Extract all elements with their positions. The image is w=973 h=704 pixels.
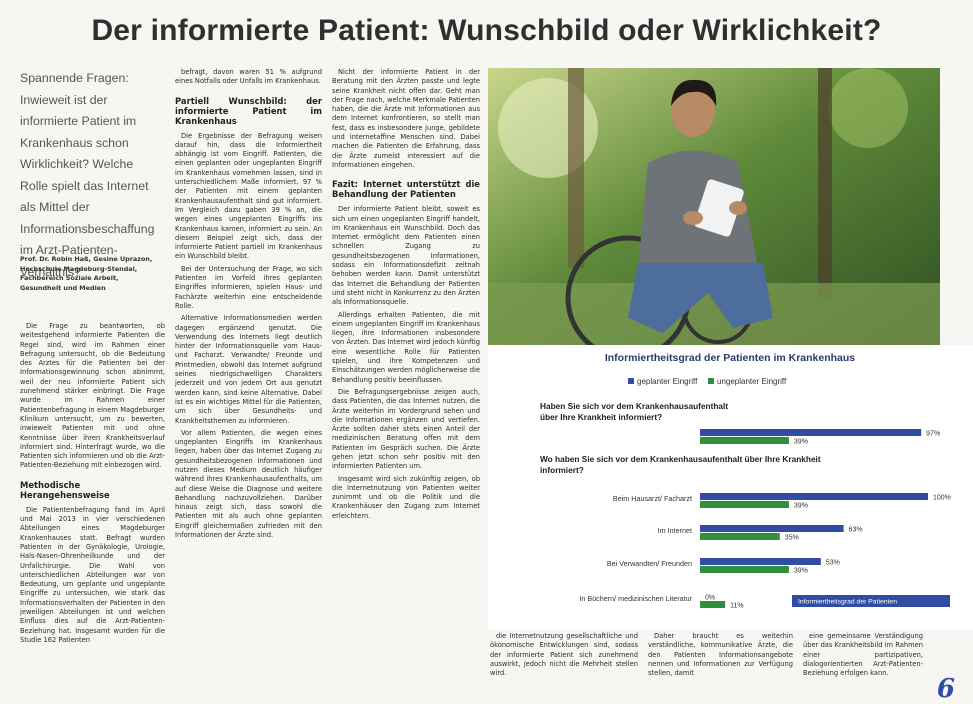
paragraph: Die Befragungsergebnisse zeigen auch, da…: [332, 387, 480, 471]
intro: Spannende Fragen: Inwieweit ist der info…: [20, 71, 155, 279]
paragraph: Insgesamt wird sich zukünftig zeigen, ob…: [332, 474, 480, 520]
paragraph: Nicht der informierte Patient in der Ber…: [332, 68, 480, 169]
category-label: Im Internet: [658, 526, 692, 535]
text-column: eine gemeinsame Verständigung über das K…: [803, 632, 923, 702]
paragraph: Allerdings erhalten Patienten, die mit e…: [332, 310, 480, 384]
author: Prof. Dr. Robin Haß, Gesine Uprazon, Hoc…: [20, 255, 153, 292]
section-heading: Partiell Wunschbild: der informierte Pat…: [175, 95, 322, 126]
value-label: 97%: [926, 431, 940, 438]
paragraph: befragt, davon waren 51 % aufgrund eines…: [175, 68, 322, 86]
bar: [700, 437, 789, 444]
page-number: 6: [936, 674, 955, 704]
bar: [700, 525, 844, 532]
text-column: die Internetnutzung gesellschaftliche un…: [490, 632, 638, 702]
section-heading: Fazit: Internet unterstützt die Behandlu…: [332, 179, 480, 200]
category-label: Beim Hausarzt/ Facharzt: [613, 494, 692, 503]
paragraph: eine gemeinsame Verständigung über das K…: [803, 632, 923, 678]
value-label: 63%: [849, 527, 863, 534]
text-column: Die Frage zu beantworten, ob weitestgehe…: [20, 322, 165, 702]
bar: [700, 493, 928, 500]
photo: [488, 68, 940, 345]
paragraph: Alternative Informationsmedien werden da…: [175, 314, 322, 425]
legend-label: ungeplanter Eingriff: [717, 377, 787, 386]
bar: [700, 501, 789, 508]
bar: [700, 601, 726, 608]
legend-swatch: [708, 378, 714, 384]
annotation: Informiertheitsgrad der Patienten: [798, 599, 897, 606]
value-label: 11%: [730, 603, 744, 610]
chart: Informiertheitsgrad der Patienten im Kra…: [488, 345, 973, 630]
paragraph: Die Ergebnisse der Befragung weisen dara…: [175, 131, 322, 261]
bar: [700, 566, 789, 573]
chart-title: Informiertheitsgrad der Patienten im Kra…: [605, 352, 855, 364]
paragraph: die Internetnutzung gesellschaftliche un…: [490, 632, 638, 678]
chart-question: Haben Sie sich vor dem Krankenhausaufent…: [540, 401, 728, 422]
paragraph: Vor allem Patienten, die wegen eines ung…: [175, 428, 322, 540]
value-label: 39%: [794, 439, 808, 446]
annotation-box: [792, 595, 950, 607]
text-column: Nicht der informierte Patient in der Ber…: [332, 68, 480, 702]
value-label: 39%: [794, 568, 808, 575]
legend-swatch: [628, 378, 634, 384]
bar: [700, 533, 780, 540]
value-label: 0%: [705, 595, 715, 602]
text-column: Daher braucht es weiterhin verständliche…: [648, 632, 793, 702]
category-label: Bei Verwandten/ Freunden: [607, 559, 692, 568]
category-label: In Büchern/ medizinischen Literatur: [579, 594, 692, 603]
paragraph: Daher braucht es weiterhin verständliche…: [648, 632, 793, 678]
paragraph: Der informierte Patient bleibt, soweit e…: [332, 205, 480, 307]
headline: Der informierte Patient: Wunschbild oder…: [91, 14, 882, 47]
paragraph: Bei der Untersuchung der Frage, wo sich …: [175, 264, 322, 310]
legend-label: geplanter Eingriff: [637, 377, 698, 386]
value-label: 100%: [933, 495, 951, 502]
bar: [700, 558, 821, 565]
text-column: befragt, davon waren 51 % aufgrund eines…: [175, 68, 322, 702]
bar: [700, 429, 922, 436]
value-label: 39%: [794, 503, 808, 510]
chart-question: Wo haben Sie sich vor dem Krankenhausauf…: [540, 454, 821, 475]
value-label: 53%: [826, 560, 840, 567]
paragraph: Die Patientenbefragung fand im April und…: [20, 505, 165, 644]
section-heading: Methodische Herangehensweise: [20, 479, 110, 500]
paragraph: Die Frage zu beantworten, ob weitestgehe…: [20, 322, 165, 470]
value-label: 35%: [785, 535, 799, 542]
